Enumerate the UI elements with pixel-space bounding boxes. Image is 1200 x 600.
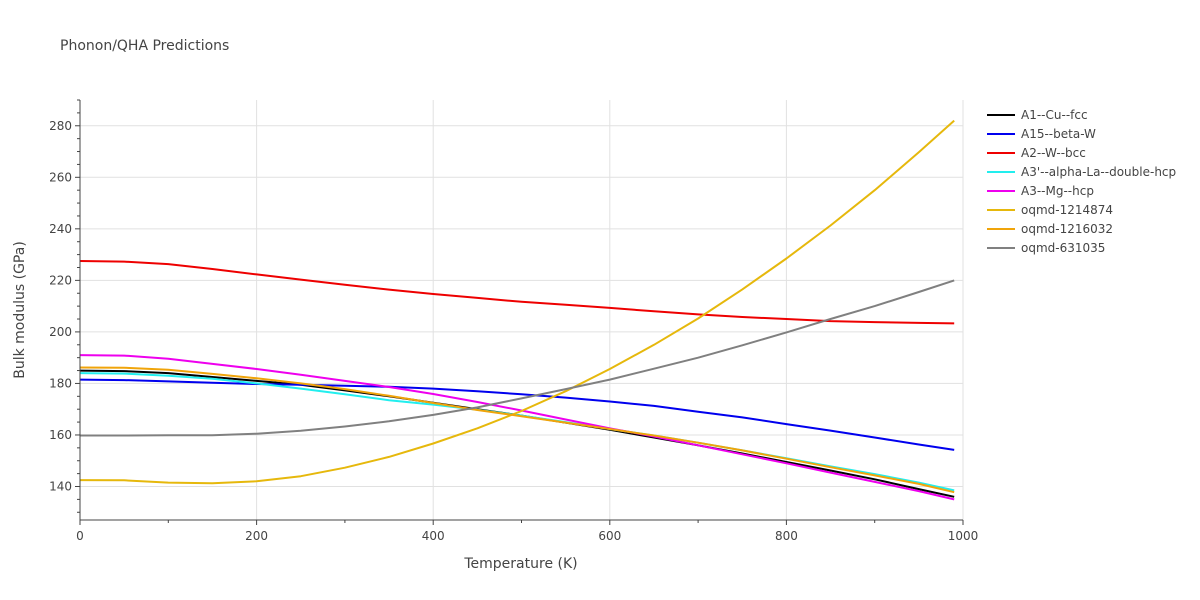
grid-lines — [80, 100, 964, 520]
legend-label: A15--beta-W — [1021, 127, 1096, 141]
x-tick-label: 400 — [422, 529, 445, 543]
x-tick-label: 200 — [245, 529, 268, 543]
series-line-1 — [79, 378, 955, 451]
y-tick-label: 180 — [49, 376, 72, 390]
series-line-7 — [80, 279, 955, 437]
y-tick-labels: 140 160 180 200 220 240 260 280 — [49, 119, 72, 494]
series-lines — [79, 119, 955, 501]
x-axis-title: Temperature (K) — [463, 556, 577, 572]
series-line-5 — [79, 119, 955, 485]
chart-title: Phonon/QHA Predictions — [60, 38, 229, 54]
y-tick-label: 160 — [49, 428, 72, 442]
y-tick-label: 200 — [49, 325, 72, 339]
y-tick-label: 280 — [49, 119, 72, 133]
y-tick-label: 260 — [49, 170, 72, 184]
x-tick-labels: 0 200 400 600 800 1000 — [76, 529, 978, 543]
series-line-3 — [79, 372, 955, 492]
legend: A1--Cu--fcc A15--beta-W A2--W--bcc A3'--alp… — [987, 108, 1176, 255]
y-tick-label: 140 — [49, 480, 72, 494]
legend-label: oqmd-1214874 — [1021, 203, 1113, 217]
legend-label: A3--Mg--hcp — [1021, 184, 1094, 198]
x-tick-label: 1000 — [948, 529, 979, 543]
x-tick-label: 0 — [76, 529, 84, 543]
y-tick-label: 220 — [49, 273, 72, 287]
axes — [75, 99, 964, 525]
series-line-6 — [79, 366, 955, 494]
legend-label: oqmd-1216032 — [1021, 222, 1113, 236]
legend-label: A1--Cu--fcc — [1021, 108, 1088, 122]
series-line-0 — [79, 369, 955, 498]
x-tick-label: 800 — [775, 529, 798, 543]
legend-label: A2--W--bcc — [1021, 146, 1086, 160]
y-tick-label: 240 — [49, 222, 72, 236]
legend-label: oqmd-631035 — [1021, 241, 1105, 255]
legend-label: A3'--alpha-La--double-hcp — [1021, 165, 1176, 179]
y-axis-title: Bulk modulus (GPa) — [12, 241, 28, 379]
series-line-2 — [79, 260, 955, 325]
x-tick-label: 600 — [598, 529, 621, 543]
